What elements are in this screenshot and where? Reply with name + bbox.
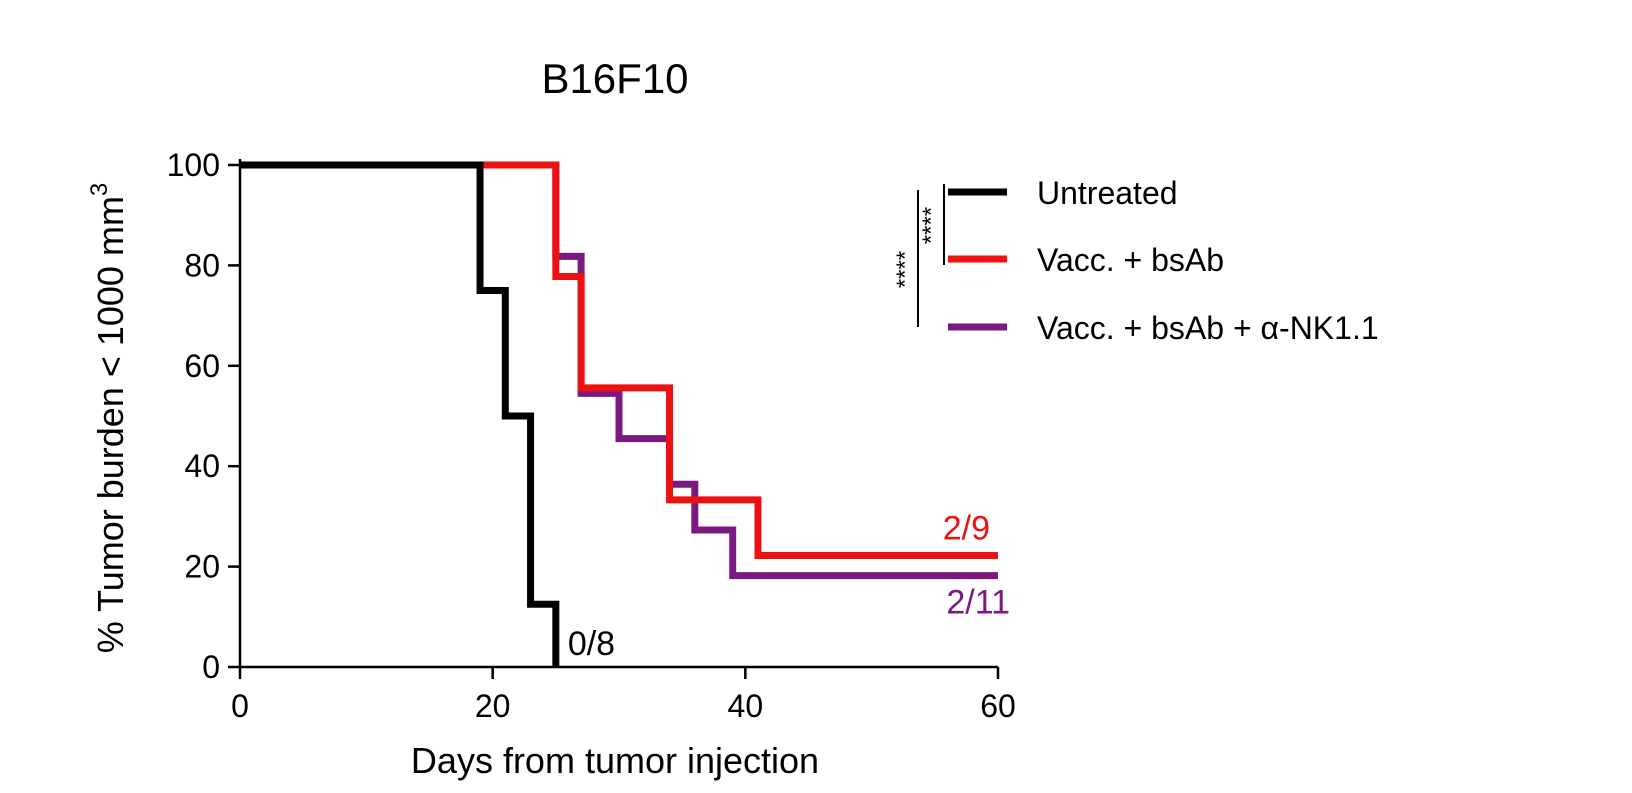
legend-label-1: Vacc. + bsAb (1037, 242, 1224, 278)
sig-label-1: **** (918, 207, 945, 244)
end-label-1: 2/9 (943, 510, 990, 548)
x-axis-label: Days from tumor injection (411, 740, 819, 781)
axes: 0 20 40 60 80 100 0 20 40 60 (167, 147, 1016, 724)
x-tick-label: 60 (980, 688, 1016, 724)
significance-brackets: **** **** (892, 184, 945, 327)
chart-title: B16F10 (541, 55, 688, 102)
y-tick-label: 80 (184, 247, 220, 283)
sig-label-2: **** (892, 251, 919, 288)
x-tick-label: 0 (231, 688, 249, 724)
x-tick-label: 20 (475, 688, 511, 724)
y-tick-label: 100 (167, 147, 220, 183)
y-tick-label: 20 (184, 549, 220, 585)
legend-label-2: Vacc. + bsAb + α-NK1.1 (1037, 310, 1379, 346)
series-line-1 (240, 161, 998, 560)
end-label-2: 2/11 (946, 584, 1010, 622)
legend: Untreated Vacc. + bsAb Vacc. + bsAb + α-NK… (948, 175, 1379, 346)
series-line-0 (240, 161, 560, 667)
y-axis-label-text: % Tumor burden < 1000 mm (90, 196, 131, 653)
y-tick-label: 60 (184, 348, 220, 384)
legend-label-0: Untreated (1037, 175, 1178, 211)
y-tick-label: 0 (202, 649, 220, 685)
end-labels: 0/8 2/9 2/11 (568, 510, 1010, 663)
x-tick-label: 40 (728, 688, 764, 724)
y-tick-label: 40 (184, 448, 220, 484)
y-axis-label-superscript: 3 (86, 183, 113, 196)
y-axis-label: % Tumor burden < 1000 mm3 (86, 183, 131, 654)
series-line-2 (240, 161, 998, 580)
series-layer (240, 161, 998, 667)
end-label-0: 0/8 (568, 625, 615, 663)
